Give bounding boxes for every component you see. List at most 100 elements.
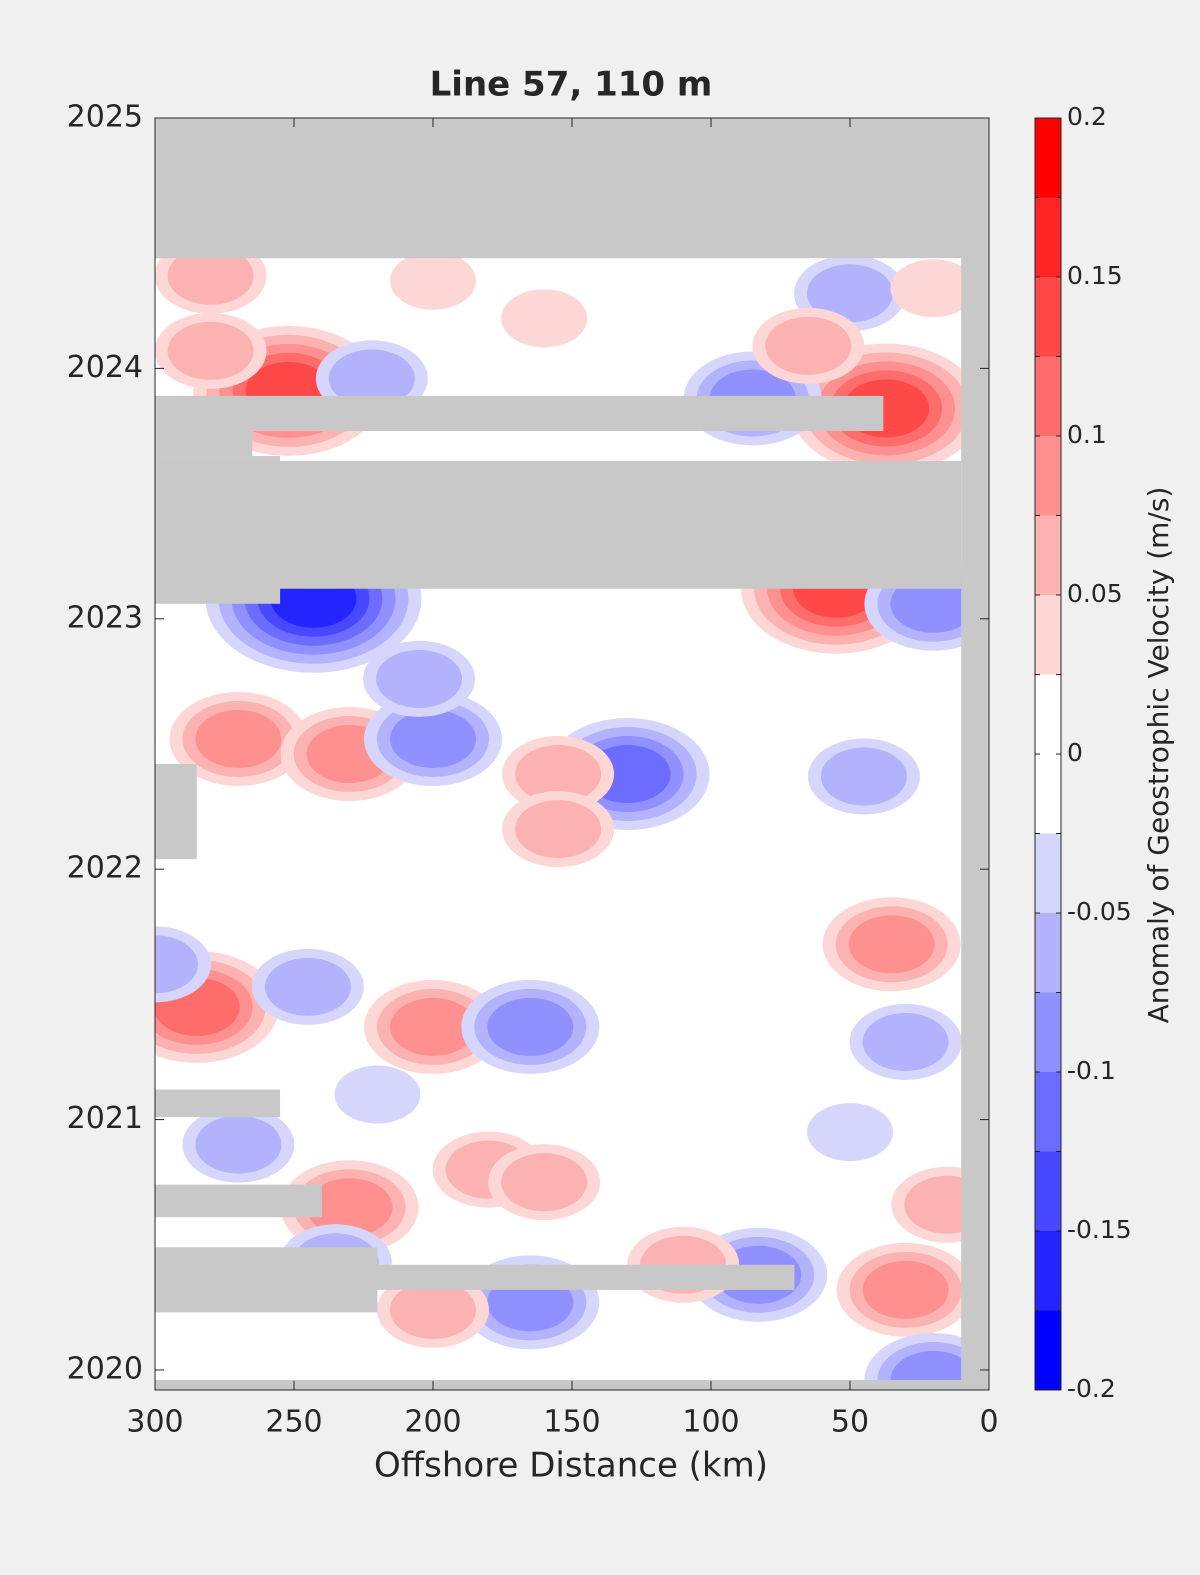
- y-tick-label: 2021: [67, 1101, 143, 1136]
- x-tick-label: 200: [404, 1405, 461, 1440]
- colorbar-tick-label: -0.05: [1067, 897, 1132, 926]
- colorbar-label: Anomaly of Geostrophic Velocity (m/s): [1142, 487, 1175, 1024]
- contour-band: [515, 800, 602, 859]
- contour-blob: [364, 691, 502, 786]
- contour-band: [195, 1115, 282, 1174]
- contour-band: [306, 1178, 393, 1237]
- contour-band: [390, 1280, 476, 1339]
- colorbar-band: [1035, 118, 1061, 198]
- contour-band: [376, 649, 463, 708]
- chart-title: Line 57, 110 m: [430, 65, 713, 105]
- contour-band: [807, 264, 893, 323]
- no-data-region: [155, 461, 962, 589]
- no-data-region: [961, 118, 989, 1390]
- no-data-region: [155, 1264, 795, 1290]
- contour-band: [195, 709, 282, 768]
- contour-band: [328, 349, 415, 408]
- contour-blob: [377, 1271, 489, 1348]
- contour-blob: [501, 289, 588, 348]
- contour-blob: [251, 948, 364, 1025]
- contour-band: [807, 1103, 893, 1162]
- contour-band: [390, 251, 476, 310]
- x-tick-label: 150: [543, 1405, 600, 1440]
- y-tick-label: 2023: [67, 600, 143, 635]
- contour-band: [501, 289, 588, 348]
- contour-band: [890, 259, 977, 318]
- contour-band: [390, 997, 476, 1056]
- contour-blob: [502, 791, 615, 868]
- contour-blob: [390, 251, 476, 310]
- contour-blob: [169, 691, 308, 786]
- colorbar-band: [1035, 833, 1061, 913]
- colorbar-tick-label: -0.1: [1067, 1056, 1116, 1085]
- contour-blob: [807, 1103, 893, 1162]
- contour-band: [862, 1260, 949, 1319]
- contour-blob: [334, 1065, 421, 1124]
- contour-band: [890, 574, 977, 633]
- contour-band: [264, 957, 351, 1016]
- colorbar-band: [1035, 277, 1061, 357]
- no-data-region: [155, 1089, 281, 1118]
- colorbar-box: [1034, 117, 1062, 1391]
- contour-blob: [822, 897, 961, 992]
- contour-band: [862, 1012, 949, 1071]
- contour-band: [487, 997, 574, 1056]
- colorbar-band: [1035, 356, 1061, 436]
- contour-blob: [461, 979, 600, 1074]
- colorbar-band: [1035, 992, 1061, 1072]
- contour-band: [515, 745, 602, 804]
- colorbar-band: [1035, 1231, 1061, 1311]
- x-axis-label: Offshore Distance (km): [374, 1446, 768, 1486]
- contour-band: [848, 915, 935, 974]
- y-tick-label: 2024: [67, 350, 143, 385]
- contour-blob: [807, 738, 920, 815]
- contour-band: [155, 935, 198, 994]
- contour-blob: [890, 259, 977, 318]
- colorbar-tick-label: 0.2: [1067, 102, 1107, 131]
- contour-blob: [849, 1003, 962, 1080]
- contour-blob: [155, 312, 267, 389]
- contour-band: [765, 316, 852, 375]
- x-tick-label: 250: [265, 1405, 322, 1440]
- contour-band: [334, 1065, 421, 1124]
- colorbar-band: [1035, 595, 1061, 675]
- contour-band: [167, 246, 254, 305]
- contour-field: [155, 118, 989, 1390]
- colorbar-tick-label: -0.15: [1067, 1215, 1132, 1244]
- x-tick-label: 300: [126, 1405, 183, 1440]
- contour-blob: [488, 1144, 601, 1221]
- contour-blob: [836, 1242, 975, 1337]
- contour-band: [820, 747, 907, 806]
- colorbar-band: [1035, 913, 1061, 993]
- y-tick-label: 2020: [67, 1351, 143, 1386]
- contour-blob: [502, 736, 615, 813]
- contour-band: [167, 321, 254, 380]
- colorbar-tick-label: 0.05: [1067, 579, 1123, 608]
- x-tick-label: 50: [831, 1405, 869, 1440]
- colorbar-band: [1035, 1310, 1061, 1390]
- colorbar-tick-label: 0.1: [1067, 420, 1107, 449]
- no-data-region: [155, 1184, 322, 1218]
- y-tick-label: 2025: [67, 100, 143, 135]
- y-tick-label: 2022: [67, 851, 143, 886]
- contour-blob: [155, 926, 211, 1003]
- colorbar-band: [1035, 674, 1061, 754]
- no-data-region: [155, 764, 197, 860]
- contour-band: [390, 709, 476, 768]
- contour-blob: [364, 979, 502, 1074]
- contour-blob: [752, 307, 865, 384]
- contour-blob: [363, 640, 476, 717]
- x-tick-label: 100: [682, 1405, 739, 1440]
- colorbar-band: [1035, 1151, 1061, 1231]
- contour-blob: [182, 1106, 295, 1183]
- colorbar-band: [1035, 436, 1061, 516]
- x-tick-label: 0: [979, 1405, 998, 1440]
- no-data-region: [155, 118, 989, 259]
- contour-band: [501, 1153, 588, 1212]
- no-data-region: [155, 456, 281, 604]
- colorbar-tick-label: 0.15: [1067, 261, 1123, 290]
- colorbar-band: [1035, 1072, 1061, 1152]
- colorbar-tick-label: 0: [1067, 738, 1083, 767]
- colorbar-band: [1035, 515, 1061, 595]
